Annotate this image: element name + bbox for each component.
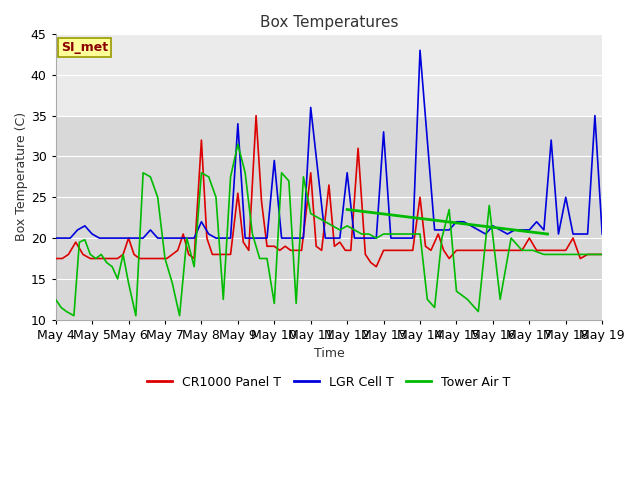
LGR Cell T (497, 227, 504, 233)
Legend: CR1000 Panel T, LGR Cell T, Tower Air T: CR1000 Panel T, LGR Cell T, Tower Air T (143, 371, 515, 394)
Line: CR1000 Panel T: CR1000 Panel T (56, 116, 602, 267)
Tower Air T (70, 313, 77, 319)
Tower Air T (108, 264, 116, 270)
Tower Air T (190, 264, 198, 270)
LGR Cell T (416, 48, 424, 53)
Tower Air T (52, 297, 60, 302)
CR1000 Panel T (598, 252, 606, 257)
Line: Tower Air T: Tower Air T (56, 144, 602, 316)
CR1000 Panel T (79, 252, 87, 257)
Line: LGR Cell T: LGR Cell T (56, 50, 602, 238)
CR1000 Panel T (52, 256, 60, 262)
CR1000 Panel T (372, 264, 380, 270)
Tower Air T (154, 194, 161, 200)
X-axis label: Time: Time (314, 348, 344, 360)
Y-axis label: Box Temperature (C): Box Temperature (C) (15, 112, 28, 241)
Text: SI_met: SI_met (61, 41, 108, 54)
LGR Cell T (241, 235, 249, 241)
Tower Air T (256, 256, 264, 262)
LGR Cell T (598, 231, 606, 237)
Tower Air T (234, 141, 242, 147)
Tower Air T (598, 252, 606, 257)
Title: Box Temperatures: Box Temperatures (260, 15, 398, 30)
CR1000 Panel T (467, 248, 475, 253)
Tower Air T (321, 219, 329, 225)
Tower Air T (518, 248, 526, 253)
CR1000 Panel T (518, 248, 526, 253)
LGR Cell T (336, 235, 344, 241)
CR1000 Panel T (65, 252, 72, 257)
CR1000 Panel T (307, 170, 314, 176)
LGR Cell T (424, 137, 431, 143)
CR1000 Panel T (108, 256, 116, 262)
Bar (56, 34, 602, 116)
LGR Cell T (103, 235, 111, 241)
CR1000 Panel T (252, 113, 260, 119)
LGR Cell T (52, 235, 60, 241)
LGR Cell T (402, 235, 410, 241)
